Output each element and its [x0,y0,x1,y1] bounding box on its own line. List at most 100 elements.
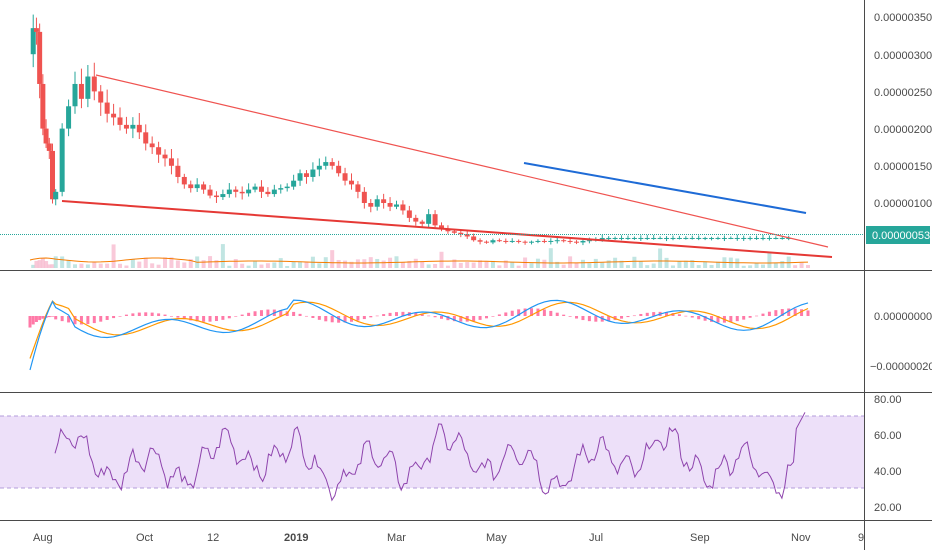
volume-bar [92,262,97,268]
candle-body [664,237,670,239]
volume-ma-line [29,257,809,264]
macd-histogram-bar [472,316,476,322]
volume-bar [375,258,380,268]
volume-bar [497,265,502,268]
candle-body [721,237,727,239]
volume-bar [105,263,110,268]
candle-body [284,186,290,189]
candle-body [104,102,110,114]
macd-histogram-bar [780,309,784,316]
candle-body [149,143,155,148]
macd-histogram-bar [542,309,546,316]
macd-histogram-bar [60,316,64,322]
macd-histogram-bar [748,316,752,318]
x-tick: 9 [858,532,864,544]
volume-bar [625,265,630,268]
macd-histogram-bar [279,310,283,316]
candle-body [535,240,541,242]
macd-histogram-bar [227,316,231,319]
candle-body [30,28,36,55]
macd-histogram-bar [523,308,527,316]
volume-bar [31,264,36,268]
volume-bar [182,262,187,268]
volume-bar [40,258,45,268]
candle-body [580,240,586,243]
candle-body [451,231,457,233]
macd-histogram-bar [427,315,431,317]
macd-line [29,299,809,371]
candle-body [181,176,187,185]
macd-histogram-bar [697,316,701,320]
candle-body [123,124,129,129]
macd-histogram-bar [99,316,103,322]
macd-histogram-bar [478,316,482,320]
volume-bar [381,260,386,268]
x-tick: 12 [207,532,219,544]
macd-histogram-bar [684,315,688,317]
macd-histogram-bar [362,316,366,320]
macd-histogram-bar [401,311,405,316]
price-pane[interactable] [0,0,864,270]
candle-body [201,184,207,190]
macd-histogram-bar [131,313,135,316]
x-tick: Aug [33,532,53,544]
volume-bar [304,261,309,268]
price-tick: 0.00000250 [874,87,932,99]
volume-bar [47,264,52,268]
macd-histogram-bar [221,316,225,320]
candle-body [554,240,560,242]
candle-body [670,237,676,239]
candle-body [291,180,297,187]
volume-bar [400,262,405,268]
macd-histogram-bar [253,311,257,316]
macd-histogram-bar [304,315,308,317]
macd-histogram-bar [150,312,154,316]
candle-body [599,237,605,240]
volume-bar [85,264,90,268]
macd-histogram-bar [394,312,398,316]
volume-bar [690,260,695,268]
candle-body [98,91,104,103]
macd-histogram-bar [806,310,810,316]
macd-histogram-bar [587,316,591,322]
candle-body [651,237,657,239]
macd-histogram-bar [195,316,199,322]
macd-histogram-bar [169,316,173,317]
candle-body [168,158,174,166]
volume-bar [696,265,701,268]
candle-body [773,237,779,239]
candle-body [496,240,502,242]
volume-bar [658,248,663,268]
rsi-line [54,412,806,502]
macd-histogram-bar [607,316,611,322]
macd-pane[interactable] [0,272,864,392]
volume-bar [137,261,142,268]
candle-body [644,237,650,239]
macd-histogram-bar [433,316,437,318]
candle-body [220,194,226,198]
volume-bar [278,258,283,268]
candle-body [53,191,59,200]
candle-body [413,217,419,222]
macd-histogram-bar [382,314,386,316]
candle-body [85,76,91,99]
macd-histogram-bar [266,309,270,316]
volume-bar [156,264,161,268]
candle-body [696,237,702,239]
candle-body [111,113,117,118]
volume-bar [362,259,367,268]
volume-bar [619,260,624,268]
candle-body [72,83,78,107]
projection-line [523,162,807,214]
macd-histogram-bar [581,316,585,321]
volume-bar [143,257,148,268]
macd-histogram-bar [620,316,624,319]
macd-layer [28,299,810,371]
macd-histogram-bar [247,312,251,316]
candle-body [529,241,535,243]
volume-bar [484,261,489,268]
candle-body [374,199,380,207]
candle-body [316,165,322,170]
candle-body [66,106,72,129]
